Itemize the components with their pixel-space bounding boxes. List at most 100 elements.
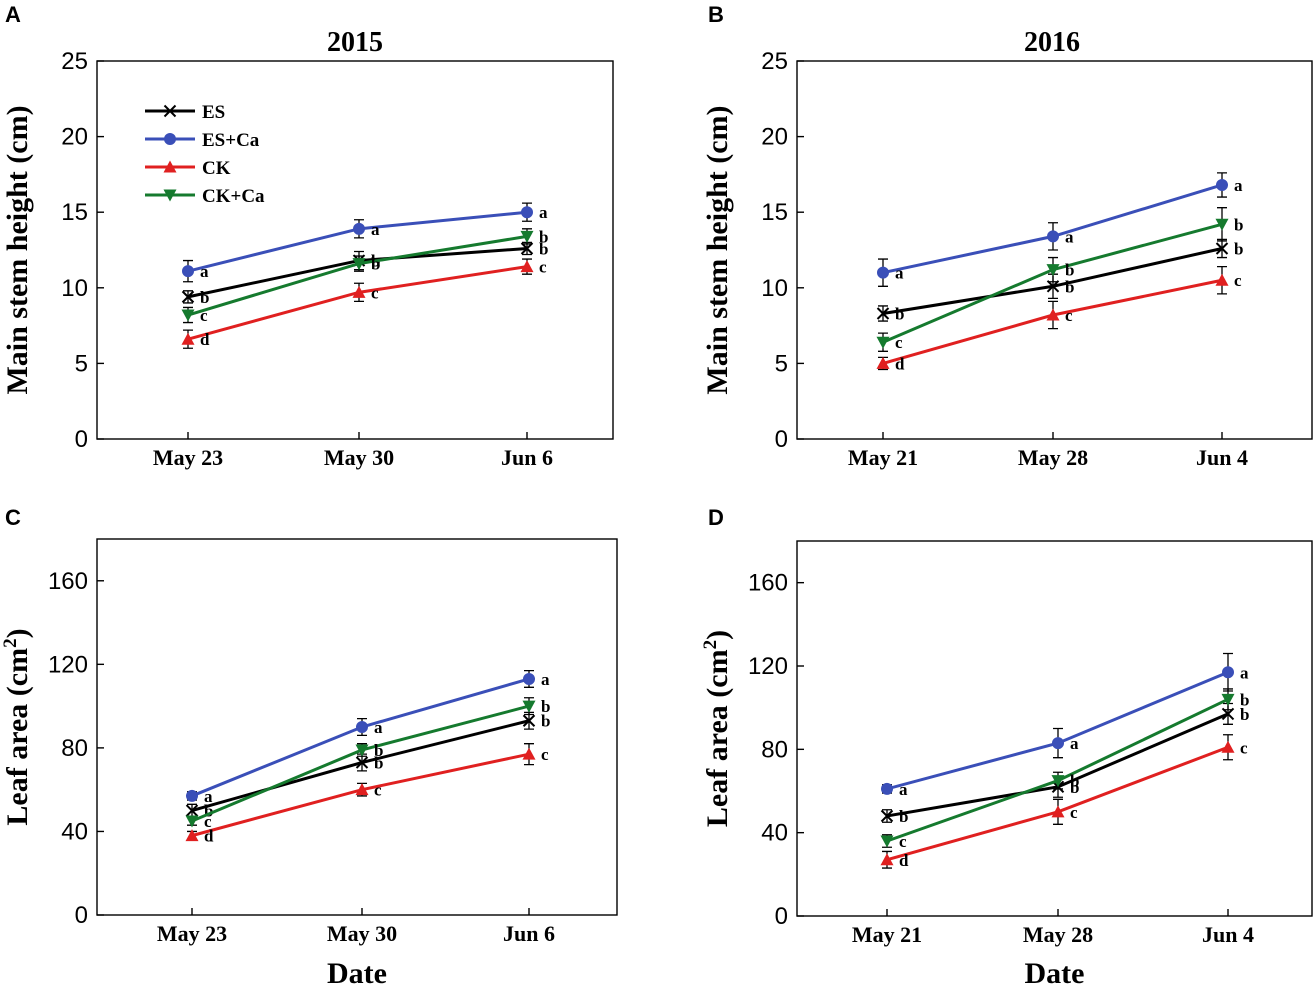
y-tick-label: 0 [75,426,88,453]
legend-marker [163,104,177,118]
data-point [352,258,366,271]
significance-label: a [374,718,383,737]
series-ckca: cbb [880,688,1249,851]
x-tick-label: Jun 6 [501,445,553,470]
significance-label: b [204,802,213,821]
data-point [521,206,533,219]
legend-label: ES+Ca [202,130,260,151]
significance-label: a [541,670,550,689]
y-tick-label: 0 [775,903,788,930]
y-tick-label: 0 [75,902,88,929]
chart-title: 2015 [327,27,383,58]
series-es: bbb [876,238,1243,324]
x-tick-label: Jun 6 [503,921,555,946]
panel-b: B 2016 0 5 10 15 20 25 May 21 May 28 Jun 4 Main ste… [701,2,1313,470]
data-point [181,309,195,322]
series-ck: dcc [880,734,1248,870]
significance-label: c [895,333,903,352]
significance-label: b [1234,215,1243,234]
data-point [880,853,894,866]
plot-frame [96,538,618,916]
significance-label: c [1234,271,1242,290]
significance-label: d [895,354,905,373]
data-point [522,747,536,760]
data-point [185,815,199,828]
data-point [520,242,534,255]
significance-label: a [200,262,209,281]
data-point [181,332,195,345]
series-ckca: cbb [185,697,550,831]
significance-label: c [539,258,547,277]
y-axis-title: Main stem height (cm) [1,105,34,394]
legend-marker [163,189,177,202]
y-tick-label: 10 [61,275,88,302]
significance-label: b [1240,690,1249,709]
panel-a: A 2015 0 5 10 15 20 25 May 23 May 30 Jun 6 Main ste… [1,2,614,470]
data-point [1221,740,1235,753]
significance-label: b [371,255,380,274]
y-tick-label: 40 [761,820,788,847]
x-axis-title: Date [327,957,387,990]
data-point [522,714,536,727]
data-point [355,756,369,769]
x-tick-label: Jun 4 [1202,922,1254,947]
panel-letter: D [708,505,724,530]
x-axis-title: Date [1025,957,1085,990]
panel-c: C 0 40 80 120 160 May 23 May 30 Jun 6 Leaf area (… [0,505,618,990]
y-axis-title: Leaf area (cm2) [700,630,734,827]
significance-label: d [204,827,214,846]
x-tick-label: May 30 [324,445,394,470]
significance-label: a [204,787,213,806]
significance-label: b [1070,772,1079,791]
data-point [881,782,893,795]
significance-label: a [371,220,380,239]
x-tick-label: May 21 [848,445,918,470]
significance-label: b [899,807,908,826]
panel-letter: A [5,2,21,27]
series-ck: dcc [185,743,549,846]
series-ck: dcc [876,265,1242,373]
y-tick-label: 120 [48,651,88,678]
x-tick-label: May 28 [1018,445,1088,470]
data-point [353,222,365,235]
data-point [1046,308,1060,321]
y-tick-label: 120 [748,653,788,680]
data-point [1047,230,1059,243]
y-tick-label: 20 [61,124,88,151]
data-point [181,290,195,304]
series-ckca: c b b [876,207,1243,352]
significance-label: b [541,712,550,731]
data-point [876,307,890,320]
significance-label: c [371,283,379,302]
significance-label: c [204,812,212,831]
series-esca: a a a [881,652,1249,799]
legend-label: CK+Ca [202,186,265,207]
significance-label: a [899,780,908,799]
significance-label: c [1065,306,1073,325]
data-point [1221,693,1235,706]
data-point [876,356,890,369]
significance-label: b [1065,261,1074,280]
data-point [1051,775,1065,788]
x-tick-label: May 23 [153,445,223,470]
data-point [877,266,889,279]
significance-label: a [1065,227,1074,246]
data-point [185,804,199,817]
series-es: bbb [185,711,550,821]
data-point [880,809,894,823]
series-line [191,677,530,798]
significance-label: b [539,239,548,258]
chart-title: 2016 [1024,27,1080,58]
data-point [1046,280,1060,293]
data-point [523,672,535,685]
significance-label: d [200,330,210,349]
data-point [185,829,199,842]
y-tick-label: 5 [75,350,88,377]
y-tick-label: 25 [61,48,88,75]
y-tick-label: 80 [61,735,88,762]
legend-item-esca: ES+Ca [145,130,260,151]
legend-item-es: ES [145,102,225,123]
data-point [1051,805,1065,818]
significance-label: a [1240,663,1249,682]
